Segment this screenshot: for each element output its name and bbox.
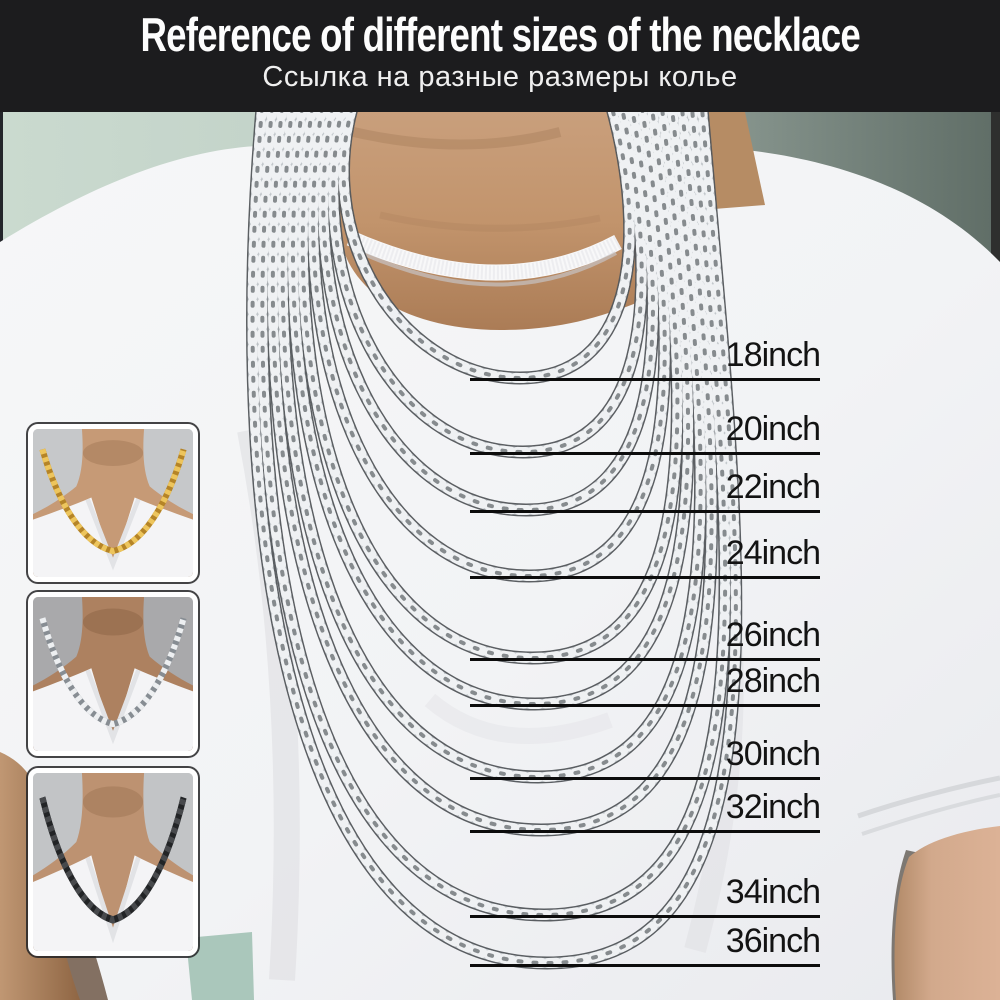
- size-annotation-34inch: 34inch: [470, 873, 821, 918]
- background-gap: [186, 932, 254, 1000]
- size-annotation-26inch: 26inch: [470, 616, 821, 661]
- inset-black-chain-photo: [28, 768, 198, 956]
- size-annotation-20inch: 20inch: [470, 410, 821, 455]
- size-annotation-18inch: 18inch: [470, 336, 821, 381]
- size-annotation-36inch: 36inch: [470, 922, 821, 967]
- header-banner: Reference of different sizes of the neck…: [0, 0, 1000, 112]
- page-title: Reference of different sizes of the neck…: [140, 8, 860, 61]
- right-arm: [894, 826, 1000, 1000]
- page-subtitle: Ссылка на разные размеры колье: [262, 61, 738, 94]
- size-annotation-22inch: 22inch: [470, 468, 821, 513]
- size-annotation-28inch: 28inch: [470, 662, 821, 707]
- size-annotation-32inch: 32inch: [470, 788, 821, 833]
- size-annotation-30inch: 30inch: [470, 735, 821, 780]
- inset-silver-chain-photo: [28, 592, 198, 756]
- size-annotation-24inch: 24inch: [470, 534, 821, 579]
- inset-gold-chain-photo: [28, 424, 198, 582]
